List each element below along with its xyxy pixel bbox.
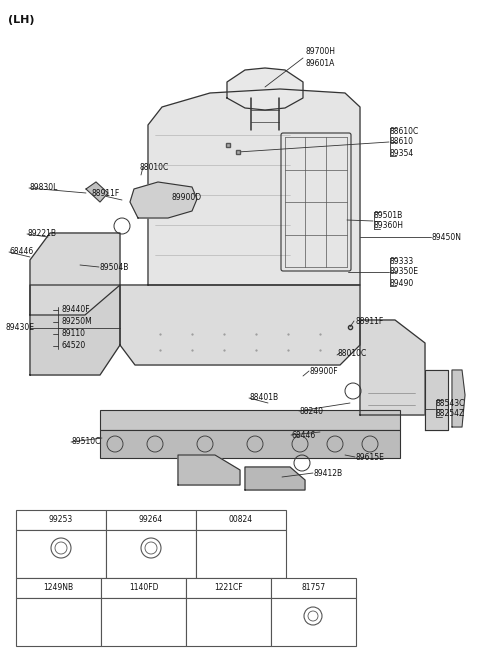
Polygon shape (425, 370, 448, 430)
Text: 89450N: 89450N (432, 233, 462, 242)
Bar (101, 598, 186, 646)
Bar (271, 578, 356, 598)
Text: 88010C: 88010C (337, 348, 366, 358)
Polygon shape (227, 68, 303, 110)
Text: 89354: 89354 (390, 149, 414, 157)
Polygon shape (245, 467, 305, 490)
Text: 89250M: 89250M (62, 318, 93, 326)
Text: 00824: 00824 (229, 515, 253, 525)
Text: (LH): (LH) (8, 15, 35, 25)
Text: 99264: 99264 (139, 515, 163, 525)
Text: 89490: 89490 (390, 278, 414, 288)
Text: 89615E: 89615E (356, 453, 385, 462)
Text: 68446: 68446 (292, 430, 316, 440)
Text: 89412B: 89412B (314, 468, 343, 477)
Polygon shape (148, 89, 360, 285)
Text: 88610: 88610 (390, 138, 414, 147)
Text: 1249NB: 1249NB (43, 584, 73, 593)
Bar (101, 578, 186, 598)
Bar (186, 598, 271, 646)
Bar (186, 578, 271, 598)
Polygon shape (120, 285, 360, 365)
Bar (100, 410, 400, 430)
Bar (16, 530, 106, 578)
Text: 89430E: 89430E (6, 324, 35, 333)
Text: 88401B: 88401B (250, 394, 279, 403)
Bar (271, 598, 356, 646)
Text: 88543C: 88543C (436, 398, 466, 407)
Text: 89110: 89110 (62, 329, 86, 339)
Text: 88911F: 88911F (355, 316, 383, 326)
Text: 89830L: 89830L (30, 183, 59, 193)
Polygon shape (30, 285, 120, 375)
Polygon shape (130, 182, 197, 218)
Text: 88010C: 88010C (140, 162, 169, 172)
Bar (106, 510, 196, 530)
Polygon shape (360, 320, 425, 415)
Bar (100, 430, 400, 458)
Text: 89221B: 89221B (28, 229, 57, 238)
Text: 88254Z: 88254Z (436, 409, 465, 419)
Text: 89601A: 89601A (305, 58, 335, 67)
Text: 89501B: 89501B (374, 210, 403, 219)
Text: 89440F: 89440F (62, 305, 91, 314)
Bar (196, 530, 286, 578)
Polygon shape (452, 370, 465, 427)
Text: 88240: 88240 (300, 407, 324, 415)
Text: 89333: 89333 (390, 257, 414, 265)
Text: 89900D: 89900D (172, 193, 202, 202)
Text: 89360H: 89360H (374, 221, 404, 231)
Text: 68446: 68446 (10, 248, 34, 257)
Bar (196, 510, 286, 530)
Bar (16, 578, 101, 598)
Text: 1221CF: 1221CF (214, 584, 243, 593)
Bar (16, 510, 106, 530)
Text: 89510C: 89510C (72, 438, 101, 447)
Text: 89900F: 89900F (310, 367, 338, 375)
Text: 89700H: 89700H (305, 48, 335, 56)
Polygon shape (178, 455, 240, 485)
Text: 81757: 81757 (301, 584, 325, 593)
Text: 89504B: 89504B (100, 263, 130, 272)
Bar (16, 598, 101, 646)
Text: 88911F: 88911F (92, 189, 120, 198)
Text: 89350E: 89350E (390, 267, 419, 276)
Text: 88610C: 88610C (390, 126, 419, 136)
Bar (106, 530, 196, 578)
Polygon shape (86, 182, 108, 202)
Text: 1140FD: 1140FD (129, 584, 158, 593)
Text: 99253: 99253 (49, 515, 73, 525)
Polygon shape (30, 233, 120, 315)
Text: 64520: 64520 (62, 341, 86, 350)
